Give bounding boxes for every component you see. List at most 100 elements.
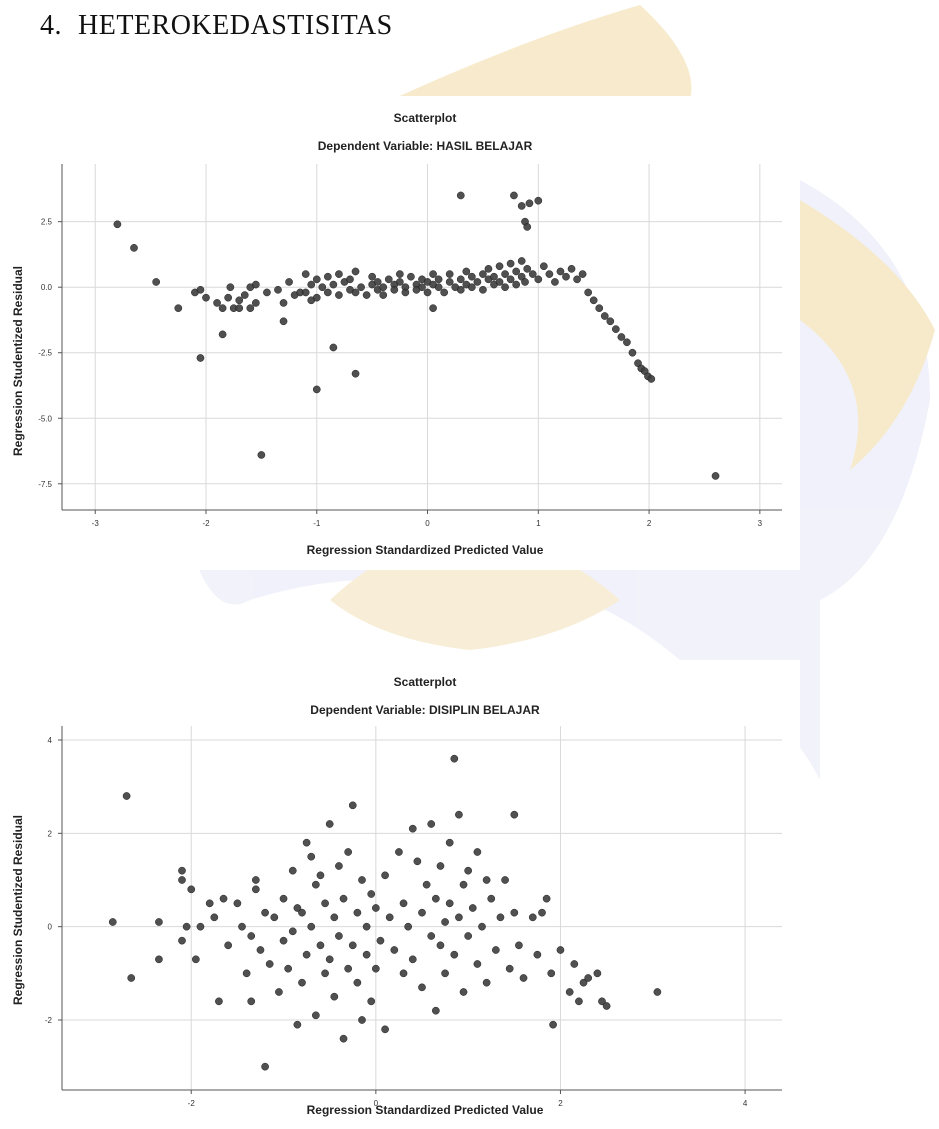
data-point	[589, 296, 598, 305]
data-point	[468, 904, 477, 912]
data-point	[441, 969, 449, 978]
data-point	[335, 862, 343, 870]
data-point	[274, 285, 282, 294]
data-point	[519, 974, 528, 982]
data-point	[467, 272, 476, 281]
data-point	[431, 1006, 440, 1015]
data-point	[602, 1002, 611, 1010]
data-point	[593, 969, 602, 978]
data-point	[127, 974, 136, 982]
scatterplot-disiplin-belajar-panel: Scatterplot Dependent Variable: DISIPLIN…	[0, 660, 800, 1124]
data-point	[196, 285, 205, 294]
scatterplot-hasil-belajar: Scatterplot Dependent Variable: HASIL BE…	[11, 111, 782, 557]
data-point	[455, 810, 463, 819]
data-point	[436, 941, 445, 950]
data-point	[496, 913, 505, 922]
data-point	[533, 950, 542, 959]
data-point	[368, 272, 377, 281]
data-point	[312, 385, 321, 394]
y-axis-label: Regression Studentized Residual	[11, 815, 25, 1005]
data-point	[538, 908, 546, 917]
data-point	[302, 838, 311, 847]
x-tick-label: -2	[202, 519, 210, 528]
x-tick-label: 0	[425, 519, 430, 528]
data-point	[371, 964, 380, 973]
data-point	[562, 272, 570, 281]
data-point	[224, 293, 233, 302]
data-point	[196, 354, 205, 362]
data-point	[579, 978, 588, 987]
data-point	[344, 964, 353, 973]
data-point	[512, 267, 521, 276]
data-point	[501, 270, 509, 278]
data-point	[395, 270, 404, 278]
data-point	[565, 988, 574, 996]
data-point	[467, 283, 476, 292]
data-point	[456, 191, 465, 200]
data-point	[257, 451, 266, 459]
data-point	[495, 262, 504, 271]
data-point	[155, 918, 163, 926]
y-tick-label: 2.5	[41, 218, 53, 227]
data-point	[196, 922, 205, 931]
data-point	[413, 857, 422, 866]
scatterplot-disiplin-belajar: Scatterplot Dependent Variable: DISIPLIN…	[11, 675, 782, 1117]
data-point	[611, 325, 620, 333]
data-point	[288, 866, 297, 875]
data-point	[647, 375, 656, 383]
data-point	[429, 270, 437, 278]
data-point	[279, 299, 288, 307]
data-point	[325, 955, 334, 964]
data-point	[351, 267, 360, 276]
data-point	[381, 871, 389, 880]
data-point	[330, 992, 339, 1001]
data-point	[445, 899, 454, 908]
data-point	[517, 257, 526, 265]
data-point	[339, 894, 348, 903]
data-point	[584, 288, 593, 297]
data-point	[584, 974, 593, 982]
data-point	[251, 885, 260, 894]
data-point	[256, 946, 265, 954]
data-point	[501, 283, 509, 292]
x-tick-label: -1	[313, 519, 321, 528]
data-point	[429, 304, 437, 313]
data-point	[598, 997, 606, 1006]
data-point	[335, 270, 343, 278]
data-point	[510, 908, 519, 917]
chart-title: Scatterplot	[394, 111, 457, 125]
scatterplot-hasil-belajar-panel: Scatterplot Dependent Variable: HASIL BE…	[0, 96, 800, 570]
data-point	[346, 275, 354, 284]
data-point	[570, 960, 579, 968]
data-point	[251, 280, 260, 289]
data-point	[473, 960, 482, 968]
data-point	[362, 291, 371, 299]
data-point	[395, 848, 403, 856]
data-point	[218, 304, 227, 313]
x-tick-label: 1	[536, 519, 541, 528]
data-point	[187, 885, 196, 894]
data-point	[427, 820, 436, 828]
data-point	[653, 988, 662, 996]
data-point	[242, 969, 251, 978]
data-point	[302, 950, 311, 959]
data-point	[418, 283, 426, 292]
data-point	[551, 278, 559, 286]
data-point	[288, 927, 297, 936]
y-tick-label: 0	[48, 923, 53, 932]
section-number: 4.	[40, 10, 62, 41]
data-point	[534, 275, 543, 284]
data-point	[462, 267, 471, 276]
data-point	[339, 1034, 348, 1043]
data-point	[385, 913, 394, 922]
data-point	[573, 275, 581, 284]
data-point	[325, 820, 334, 828]
data-point	[505, 964, 514, 973]
data-point	[205, 899, 214, 908]
data-point	[373, 278, 382, 286]
data-point	[456, 275, 465, 284]
x-tick-label: -3	[92, 519, 100, 528]
data-point	[348, 801, 357, 810]
data-point	[329, 280, 338, 289]
data-point	[321, 899, 329, 908]
